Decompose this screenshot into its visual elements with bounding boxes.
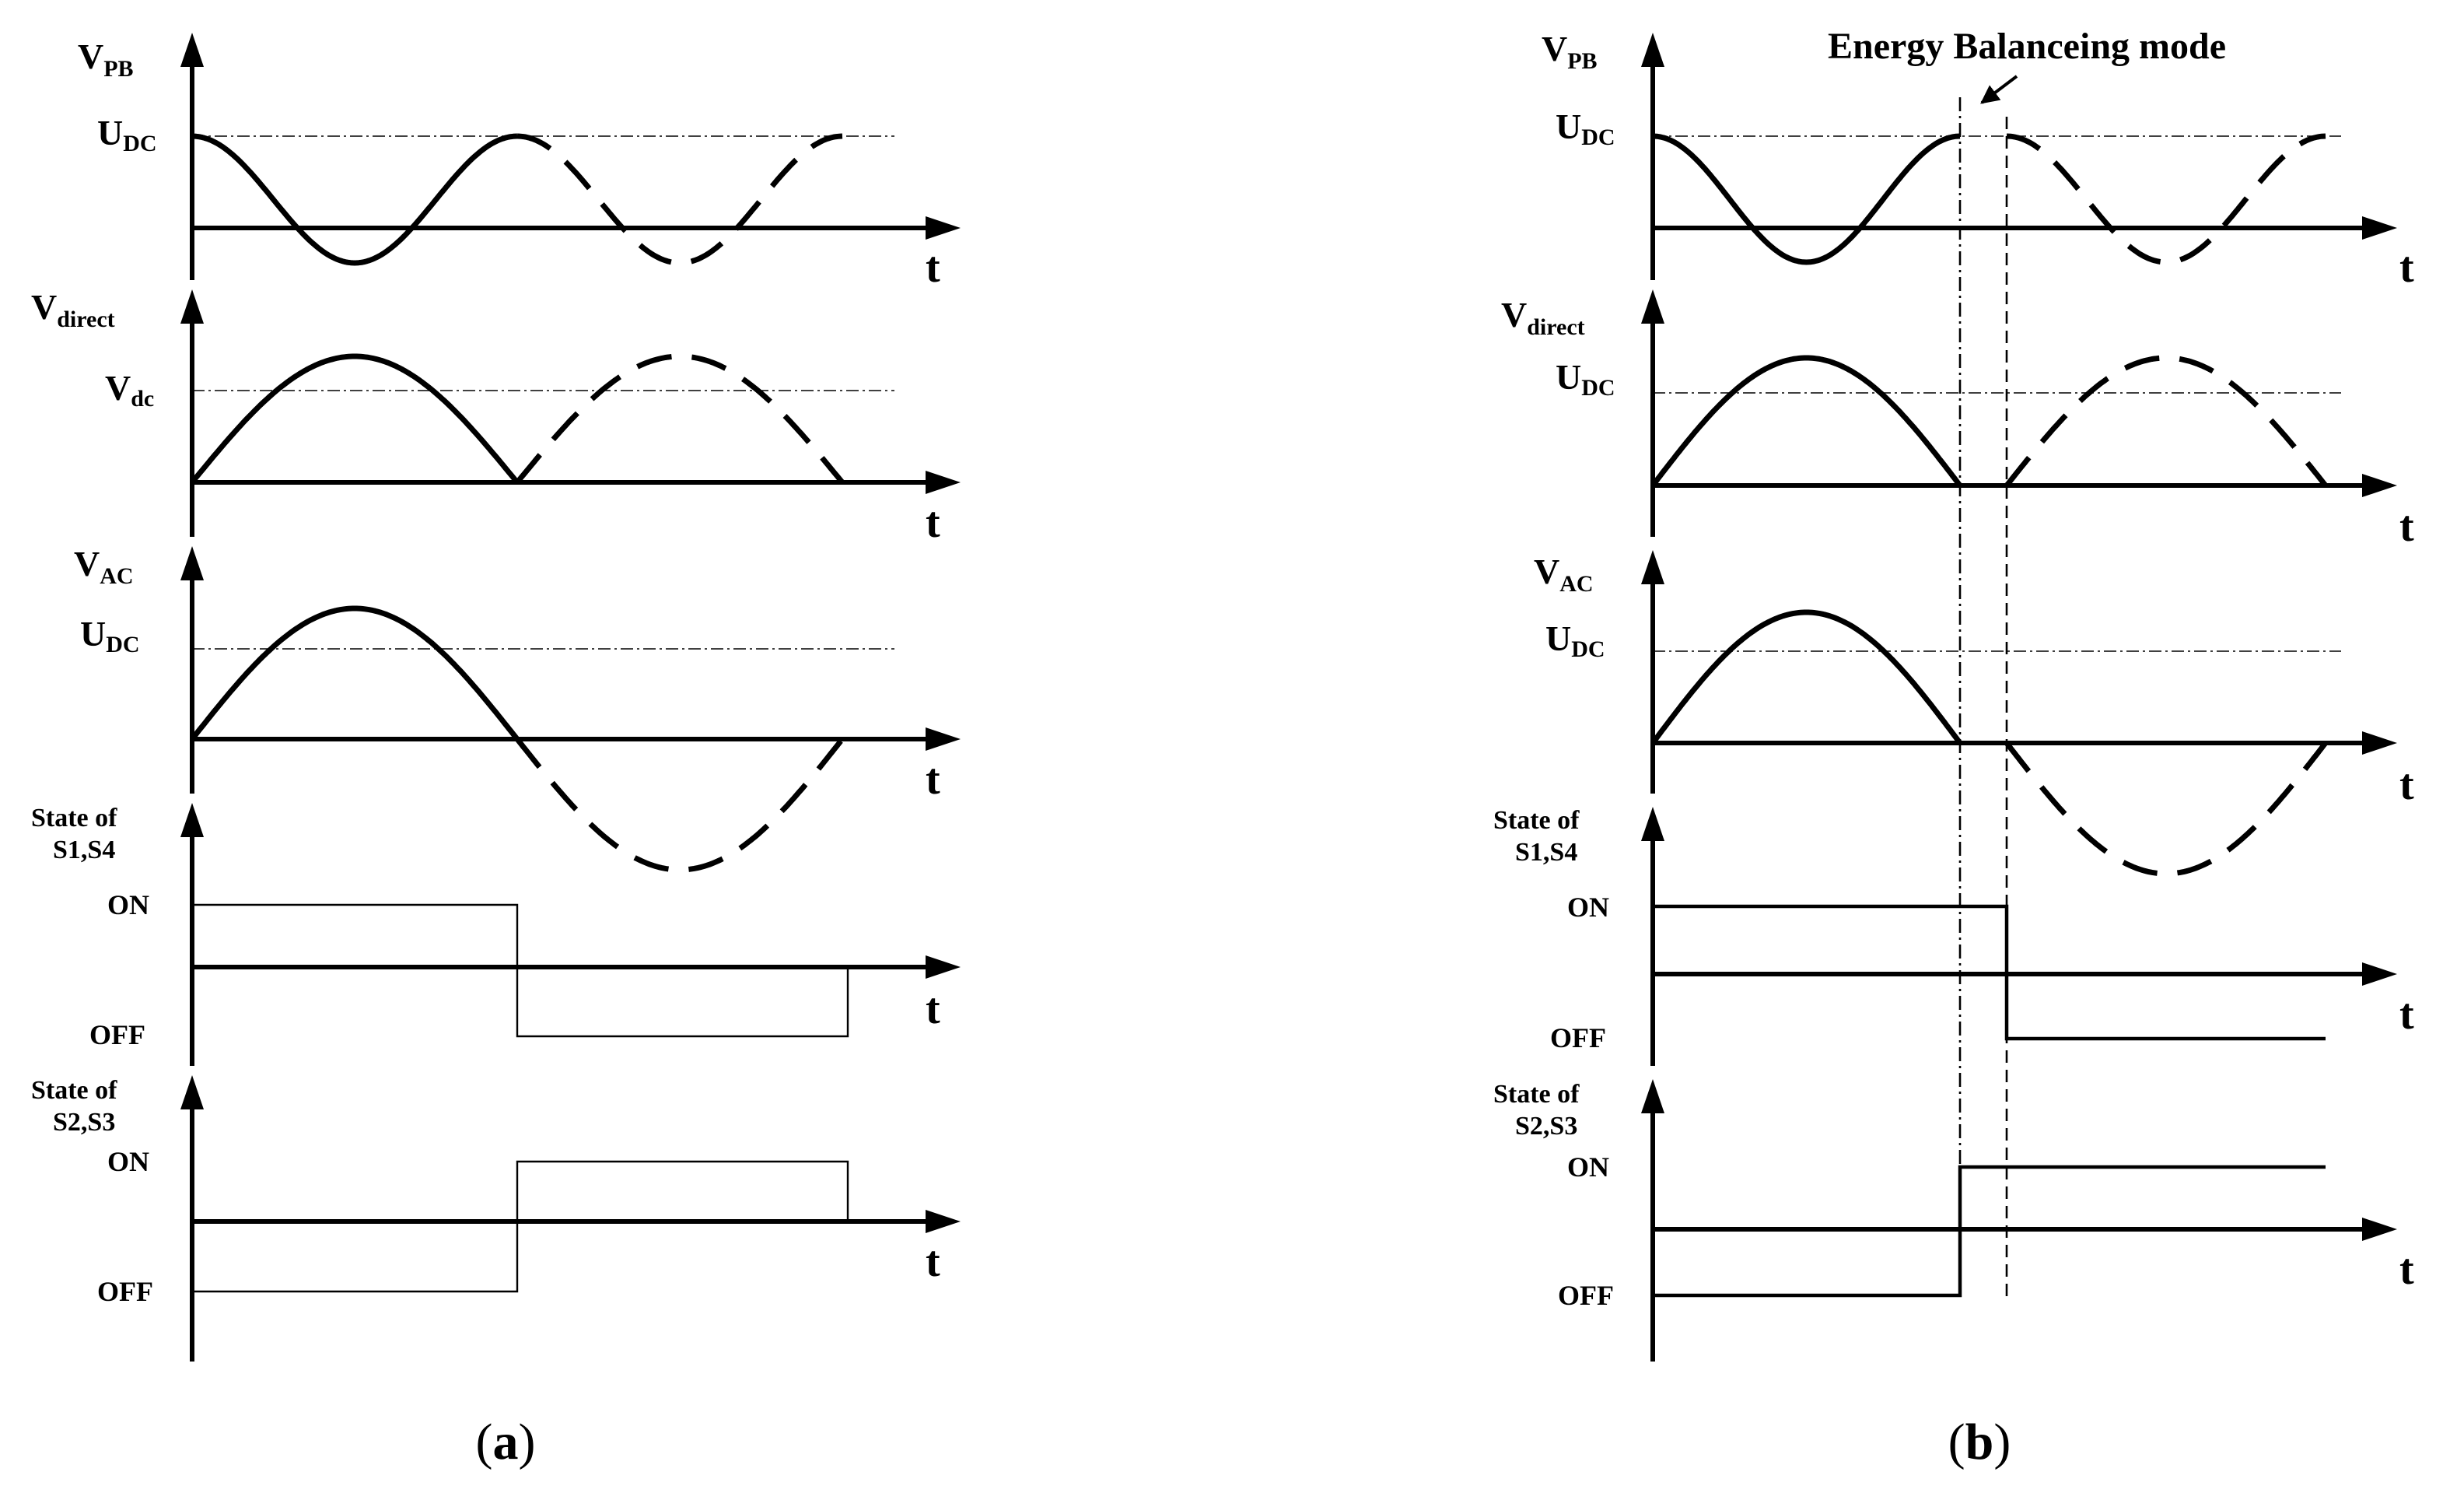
- vac-x-arrowhead-b: [2362, 731, 2397, 755]
- vpb-x-arrowhead-a: [926, 216, 961, 240]
- vdirect-t-label-a: t: [926, 499, 940, 547]
- s14-on-label-a: ON: [107, 889, 149, 920]
- vac-ref-label-b: UDC: [1545, 619, 1605, 662]
- s14-title-line2-a: S1,S4: [53, 836, 115, 864]
- vac-ref-label-a: UDC: [80, 614, 140, 657]
- s14-on-label-b: ON: [1567, 892, 1609, 923]
- vpb-t-label-a: t: [926, 244, 940, 292]
- vpb-waveform-b: [1652, 133, 1961, 265]
- s23-title-line1-b: State of: [1493, 1080, 1580, 1109]
- vdirect-label-b: Vdirect: [1501, 295, 1585, 340]
- vac-waveform-dashed-b: [2004, 741, 2328, 877]
- vac-waveform-b: [1650, 609, 1962, 745]
- s14-y-arrowhead-b: [1641, 807, 1664, 841]
- s23-on-label-a: ON: [107, 1146, 149, 1177]
- vpb-x-arrowhead-b: [2362, 216, 2397, 240]
- caption-a: (a): [476, 1414, 536, 1470]
- vdirect-waveform-a: [190, 353, 520, 485]
- vac-t-label-a: t: [926, 755, 940, 804]
- s23-title-line2-b: S2,S3: [1515, 1112, 1577, 1141]
- vpb-t-label-b: t: [2399, 244, 2414, 292]
- energy-balancing-mode-label: Energy Balanceing mode: [1828, 26, 2226, 67]
- vpb-ref-label-a: UDC: [97, 113, 157, 156]
- panel-a: VPB UDC Vdirect Vdc VAC UDC State of S1,…: [31, 33, 961, 1470]
- s23-t-label-a: t: [926, 1238, 940, 1286]
- vdirect-ref-label-a: Vdc: [105, 368, 154, 412]
- s14-state-line-b: [1653, 904, 2326, 1041]
- s23-x-arrowhead-a: [926, 1210, 961, 1233]
- s14-x-arrowhead-b: [2362, 962, 2397, 986]
- s23-y-arrowhead-b: [1641, 1079, 1664, 1113]
- s23-state-line-a: [192, 1160, 849, 1293]
- s14-t-label-b: t: [2399, 990, 2414, 1039]
- vdirect-y-arrowhead-b: [1641, 289, 1664, 324]
- s23-on-label-b: ON: [1567, 1151, 1609, 1183]
- vac-x-arrowhead-a: [926, 727, 961, 751]
- vdirect-ref-label-b: UDC: [1556, 357, 1615, 401]
- s14-x-arrowhead-a: [926, 955, 961, 979]
- s23-x-arrowhead-b: [2362, 1218, 2397, 1241]
- s14-state-line-a: [192, 903, 849, 1038]
- vdirect-waveform-dashed-b: [2004, 355, 2328, 488]
- s23-state-line-b: [1653, 1165, 2326, 1298]
- s14-title-line2-b: S1,S4: [1515, 838, 1577, 867]
- s23-off-label-a: OFF: [97, 1276, 153, 1307]
- vdirect-t-label-b: t: [2399, 503, 2414, 551]
- vpb-label-a: VPB: [78, 37, 134, 82]
- vac-t-label-b: t: [2399, 761, 2414, 809]
- s23-off-label-b: OFF: [1558, 1280, 1614, 1311]
- vpb-ref-label-b: UDC: [1556, 107, 1615, 150]
- s14-off-label-a: OFF: [89, 1019, 145, 1050]
- vac-label-a: VAC: [74, 544, 134, 589]
- s14-t-label-a: t: [926, 985, 940, 1033]
- vdirect-x-arrowhead-a: [926, 471, 961, 494]
- vdirect-waveform-dashed-a: [515, 353, 845, 485]
- s23-t-label-b: t: [2399, 1246, 2414, 1294]
- caption-b: (b): [1948, 1414, 2011, 1470]
- vpb-y-arrowhead-a: [180, 33, 204, 67]
- vac-y-arrowhead-b: [1641, 550, 1664, 584]
- vdirect-x-arrowhead-b: [2362, 474, 2397, 497]
- vdirect-y-arrowhead-a: [180, 289, 204, 324]
- vac-waveform-dashed-a: [515, 737, 845, 873]
- s14-off-label-b: OFF: [1550, 1022, 1606, 1053]
- vpb-waveform-dashed-a: [516, 133, 843, 266]
- panel-b: Energy Balanceing mode VPB UDC Vdirect U…: [1493, 26, 2414, 1470]
- s14-title-line1-a: State of: [31, 804, 117, 832]
- s23-title-line2-a: S2,S3: [53, 1108, 115, 1137]
- s14-y-arrowhead-a: [180, 803, 204, 837]
- vpb-y-arrowhead-b: [1641, 33, 1664, 67]
- vpb-waveform-a: [191, 133, 518, 266]
- vdirect-waveform-b: [1650, 355, 1962, 488]
- vac-y-arrowhead-a: [180, 546, 204, 580]
- s23-title-line1-a: State of: [31, 1076, 117, 1105]
- vpb-label-b: VPB: [1542, 29, 1598, 74]
- vac-waveform-a: [190, 605, 520, 741]
- vac-label-b: VAC: [1534, 552, 1594, 597]
- s23-y-arrowhead-a: [180, 1075, 204, 1109]
- vdirect-label-a: Vdirect: [31, 287, 115, 332]
- vpb-waveform-dashed-b: [2006, 133, 2326, 265]
- s14-title-line1-b: State of: [1493, 806, 1580, 835]
- mode-pointer-arrow: [1980, 75, 2018, 104]
